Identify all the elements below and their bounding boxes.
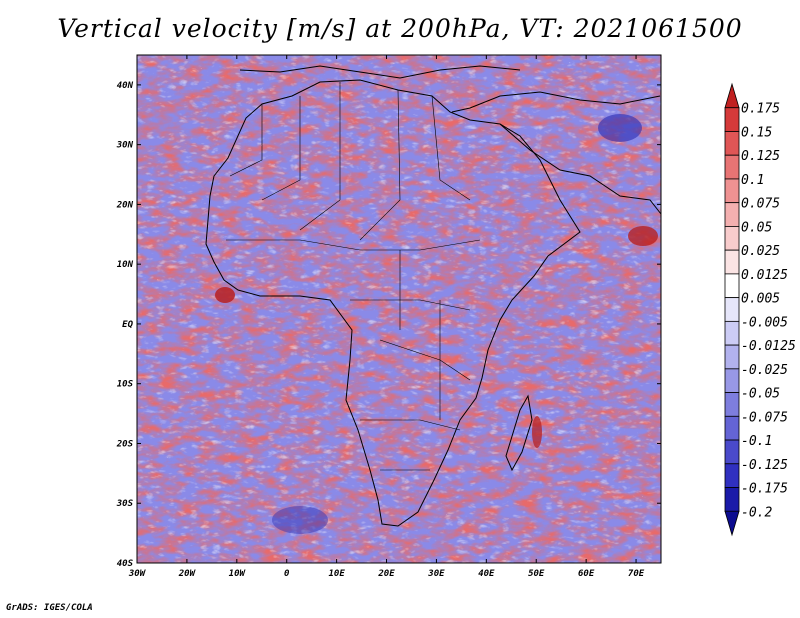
colorbar-segment xyxy=(724,249,740,275)
colorbar-segment xyxy=(724,344,740,370)
colorbar-label: 0.15 xyxy=(741,125,772,140)
lon-tick-label: 10W xyxy=(229,569,247,579)
colorbar-label: -0.1 xyxy=(741,434,772,449)
colorbar-label: -0.0125 xyxy=(741,339,796,354)
colorbar-label: 0.075 xyxy=(741,197,780,212)
lon-tick-label: 60E xyxy=(578,569,595,579)
colorbar-segment xyxy=(724,82,740,109)
lat-tick-label: 20S xyxy=(116,439,134,449)
colorbar-segment xyxy=(724,226,740,251)
lon-tick-label: 30E xyxy=(427,569,445,579)
colorbar-label: 0.05 xyxy=(741,220,772,235)
colorbar-label: 0.0125 xyxy=(741,268,788,283)
colorbar-segment xyxy=(724,107,740,132)
coastline xyxy=(205,65,661,527)
lon-tick-label: 10E xyxy=(328,569,345,579)
map-title: Vertical velocity [m/s] at 200hPa, VT: 2… xyxy=(57,14,743,43)
colorbar-segment xyxy=(724,273,740,299)
map-frame xyxy=(136,54,662,564)
lat-tick-label: 40S xyxy=(117,559,134,569)
lat-tick-label: 30S xyxy=(116,499,134,509)
colorbar-segment xyxy=(724,178,740,204)
colorbar: 0.175 0.15 0.125 0.1 0.075 0.05 0.025 0.0125 0.0… xyxy=(724,82,796,537)
lon-tick-label: 40E xyxy=(478,569,495,579)
colorbar-label: -0.125 xyxy=(741,458,788,473)
colorbar-label: -0.175 xyxy=(741,482,788,497)
colorbar-segment xyxy=(724,154,740,180)
colorbar-label: 0.1 xyxy=(741,173,764,188)
lon-tick-label: 70E xyxy=(628,569,645,579)
lon-tick-label: 0 xyxy=(284,569,290,579)
colorbar-label: -0.025 xyxy=(741,363,788,378)
lon-tick-label: 50E xyxy=(528,569,545,579)
grads-credit: GrADS: IGES/COLA xyxy=(6,603,93,613)
lat-tick-label: 30N xyxy=(116,141,134,151)
lon-tick-label: 30W xyxy=(128,569,147,579)
lat-tick-label: 10N xyxy=(117,260,134,270)
colorbar-label: -0.075 xyxy=(741,410,788,425)
colorbar-segment xyxy=(724,131,740,156)
colorbar-label: 0.025 xyxy=(741,244,780,259)
longitude-axis: 30W 20W 10W 0 10E 20E 30E 40E 50E 60E 70E xyxy=(128,55,645,579)
colorbar-label: 0.005 xyxy=(741,292,780,307)
lat-tick-label: EQ xyxy=(122,320,133,330)
country-borders xyxy=(226,82,481,471)
colorbar-segment xyxy=(724,392,740,417)
colorbar-segment xyxy=(724,510,740,537)
colorbar-segment xyxy=(724,368,740,393)
colorbar-label: -0.2 xyxy=(741,505,772,520)
lon-tick-label: 20W xyxy=(178,569,197,579)
colorbar-segment xyxy=(724,202,740,227)
colorbar-segment xyxy=(724,463,740,488)
colorbar-label: 0.175 xyxy=(741,102,780,117)
colorbar-segment xyxy=(724,487,740,512)
colorbar-segment xyxy=(724,415,740,441)
latitude-axis: 40N 30N 20N 10N EQ 10S 20S 30S 40S xyxy=(116,81,661,569)
colorbar-label: 0.125 xyxy=(741,149,780,164)
colorbar-segment xyxy=(724,320,740,346)
colorbar-segment xyxy=(724,439,740,465)
colorbar-label: -0.05 xyxy=(741,387,780,402)
lat-tick-label: 40N xyxy=(117,81,134,91)
lon-tick-label: 20E xyxy=(377,569,395,579)
lat-tick-label: 10S xyxy=(117,380,134,390)
colorbar-label: -0.005 xyxy=(741,315,788,330)
lat-tick-label: 20N xyxy=(116,200,134,210)
colorbar-segment xyxy=(724,297,740,322)
